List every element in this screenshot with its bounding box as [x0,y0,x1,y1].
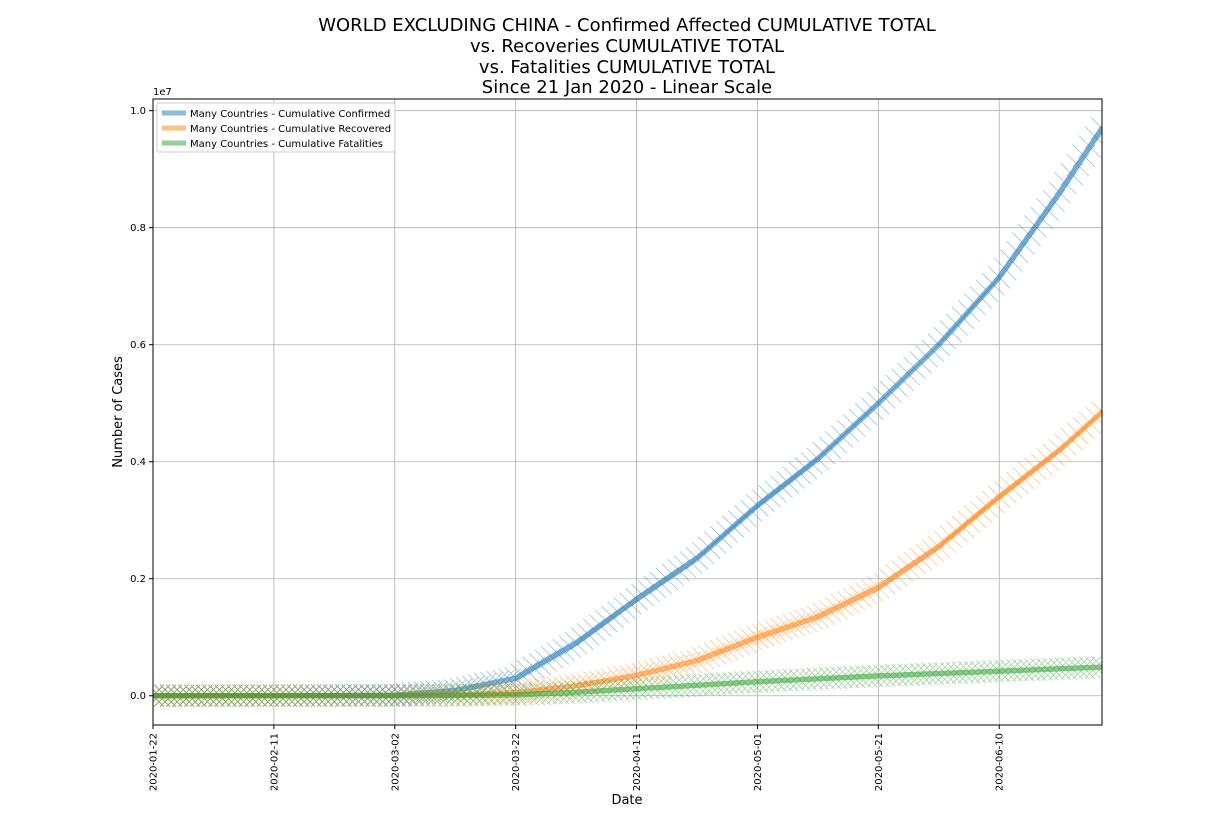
x-axis-label: Date [611,793,642,808]
y-offset-label: 1e7 [153,87,172,98]
legend-label-confirmed: Many Countries - Cumulative Confirmed [190,109,390,120]
chart-title: WORLD EXCLUDING CHINA - Confirmed Affect… [318,15,936,98]
x-tick-label: 2020-04-11 [632,733,643,791]
plot-area-frame [152,98,1103,726]
legend-item-recovered: Many Countries - Cumulative Recovered [162,124,391,135]
title-line-4: Since 21 Jan 2020 - Linear Scale [482,77,772,98]
legend: Many Countries - Cumulative Confirmed Ma… [156,102,396,153]
y-tick-label: 1.0 [130,106,146,117]
x-tick-label: 2020-02-11 [269,733,280,791]
y-tick-label: 0.4 [130,457,146,468]
ticks: 2020-01-22 2020-02-11 2020-03-02 2020-03-22… [130,106,1006,791]
legend-label-recovered: Many Countries - Cumulative Recovered [190,124,391,135]
series-1 [153,400,1102,707]
y-tick-label: 0.0 [130,691,146,702]
x-tick-label: 2020-03-02 [390,733,401,791]
legend-item-confirmed: Many Countries - Cumulative Confirmed [162,109,390,120]
series-layer [153,117,1102,707]
series-markers [153,655,1102,707]
title-line-3: vs. Fatalities CUMULATIVE TOTAL [479,57,775,78]
series-line [153,409,1102,699]
y-tick-label: 0.6 [130,340,146,351]
series-line [153,664,1102,699]
x-tick-label: 2020-06-10 [995,733,1006,791]
y-axis-label: Number of Cases [111,356,126,468]
y-tick-label: 0.2 [130,574,146,585]
title-line-2: vs. Recoveries CUMULATIVE TOTAL [470,36,784,57]
x-tick-label: 2020-01-22 [149,733,160,791]
x-tick-label: 2020-03-22 [511,733,522,791]
y-tick-label: 0.8 [130,223,146,234]
series-2 [153,655,1102,707]
series-0 [153,117,1102,707]
title-line-1: WORLD EXCLUDING CHINA - Confirmed Affect… [318,15,936,36]
x-tick-label: 2020-05-21 [874,733,885,791]
grid [152,99,1102,725]
x-tick-label: 2020-05-01 [753,733,764,791]
legend-item-fatalities: Many Countries - Cumulative Fatalities [162,139,383,150]
series-markers [153,117,1102,707]
legend-label-fatalities: Many Countries - Cumulative Fatalities [190,139,383,150]
legend-frame [156,102,396,153]
series-markers [153,400,1102,707]
